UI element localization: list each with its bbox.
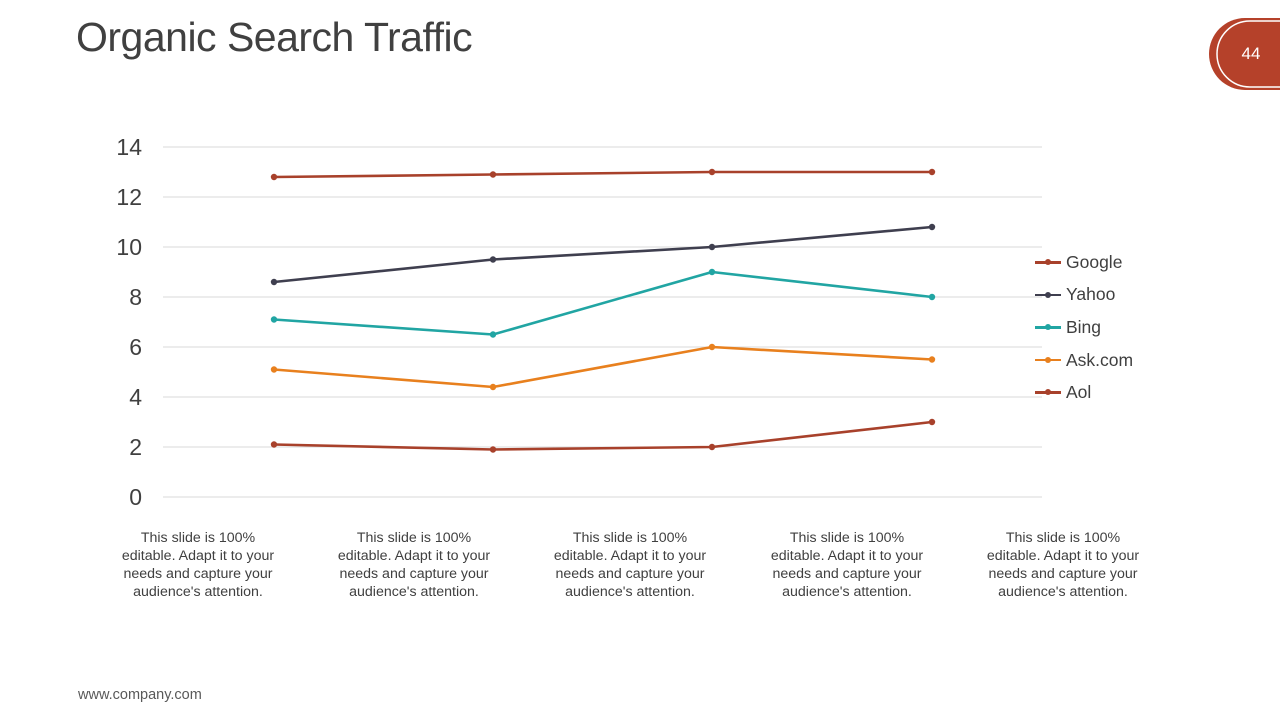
legend-item: Yahoo bbox=[1035, 279, 1133, 312]
legend-item: Aol bbox=[1035, 376, 1133, 409]
page-number: 44 bbox=[1241, 44, 1261, 63]
page-number-badge: 44 bbox=[1205, 18, 1280, 90]
legend-item: Ask.com bbox=[1035, 344, 1133, 377]
legend-swatch bbox=[1035, 356, 1061, 363]
series-line bbox=[273, 345, 933, 389]
caption-5: This slide is 100% editable. Adapt it to… bbox=[986, 530, 1140, 600]
data-point bbox=[708, 343, 716, 351]
data-point bbox=[928, 223, 936, 231]
legend-swatch bbox=[1035, 259, 1061, 266]
series-lines bbox=[270, 168, 936, 453]
series-bing bbox=[270, 268, 936, 338]
data-point bbox=[270, 173, 278, 181]
caption-3: This slide is 100% editable. Adapt it to… bbox=[553, 530, 707, 600]
series-ask-com bbox=[270, 343, 936, 391]
legend-swatch bbox=[1035, 389, 1061, 396]
series-google bbox=[270, 168, 936, 181]
legend-label: Google bbox=[1066, 251, 1123, 272]
legend-label: Ask.com bbox=[1066, 349, 1134, 370]
legend-marker bbox=[1045, 324, 1051, 331]
data-point bbox=[928, 418, 936, 426]
data-point bbox=[489, 171, 497, 178]
slide-title: Organic Search Traffic bbox=[76, 14, 473, 60]
legend-label: Bing bbox=[1066, 316, 1102, 337]
caption-2: This slide is 100% editable. Adapt it to… bbox=[337, 530, 491, 600]
series-line bbox=[273, 270, 933, 336]
legend-marker bbox=[1045, 259, 1051, 266]
legend-marker bbox=[1045, 356, 1051, 363]
y-tick-label: 6 bbox=[129, 334, 142, 360]
data-point bbox=[489, 383, 497, 391]
y-tick-label: 0 bbox=[129, 484, 142, 510]
legend-swatch bbox=[1035, 324, 1061, 331]
legend-swatch bbox=[1035, 291, 1061, 298]
series-line bbox=[273, 225, 933, 284]
legend-item: Google bbox=[1035, 246, 1133, 279]
data-point bbox=[489, 256, 497, 263]
data-point bbox=[708, 443, 716, 451]
data-point bbox=[928, 168, 936, 176]
caption-1: This slide is 100% editable. Adapt it to… bbox=[121, 530, 275, 600]
legend-marker bbox=[1045, 389, 1051, 396]
data-point bbox=[708, 168, 716, 176]
caption-4: This slide is 100% editable. Adapt it to… bbox=[770, 530, 924, 600]
data-point bbox=[928, 356, 936, 363]
data-point bbox=[708, 268, 716, 276]
data-point bbox=[270, 441, 278, 448]
chart-legend: Google Yahoo Bing Ask.com Aol bbox=[1035, 246, 1133, 409]
y-axis-ticks: 0 2 4 6 8 10 12 14 bbox=[116, 134, 142, 510]
category-captions: This slide is 100% editable. Adapt it to… bbox=[113, 530, 1153, 630]
data-point bbox=[270, 278, 278, 286]
y-tick-label: 10 bbox=[116, 234, 142, 260]
y-tick-label: 4 bbox=[129, 384, 142, 410]
y-tick-label: 8 bbox=[129, 284, 142, 310]
legend-label: Yahoo bbox=[1066, 284, 1116, 305]
data-point bbox=[489, 331, 497, 338]
legend-marker bbox=[1045, 291, 1051, 298]
y-tick-label: 12 bbox=[116, 184, 142, 210]
data-point bbox=[489, 446, 497, 453]
legend-item: Bing bbox=[1035, 311, 1133, 344]
y-tick-label: 2 bbox=[129, 434, 142, 460]
series-aol bbox=[270, 418, 936, 453]
y-tick-label: 14 bbox=[116, 134, 142, 160]
data-point bbox=[928, 293, 936, 301]
page-badge-shape bbox=[1209, 18, 1280, 90]
gridlines bbox=[163, 146, 1042, 498]
series-yahoo bbox=[270, 223, 936, 286]
data-point bbox=[270, 316, 278, 323]
data-point bbox=[270, 366, 278, 373]
legend-label: Aol bbox=[1066, 382, 1092, 403]
data-point bbox=[708, 243, 716, 251]
series-line bbox=[273, 420, 933, 451]
footer-url: www.company.com bbox=[78, 687, 202, 703]
series-line bbox=[273, 170, 932, 179]
